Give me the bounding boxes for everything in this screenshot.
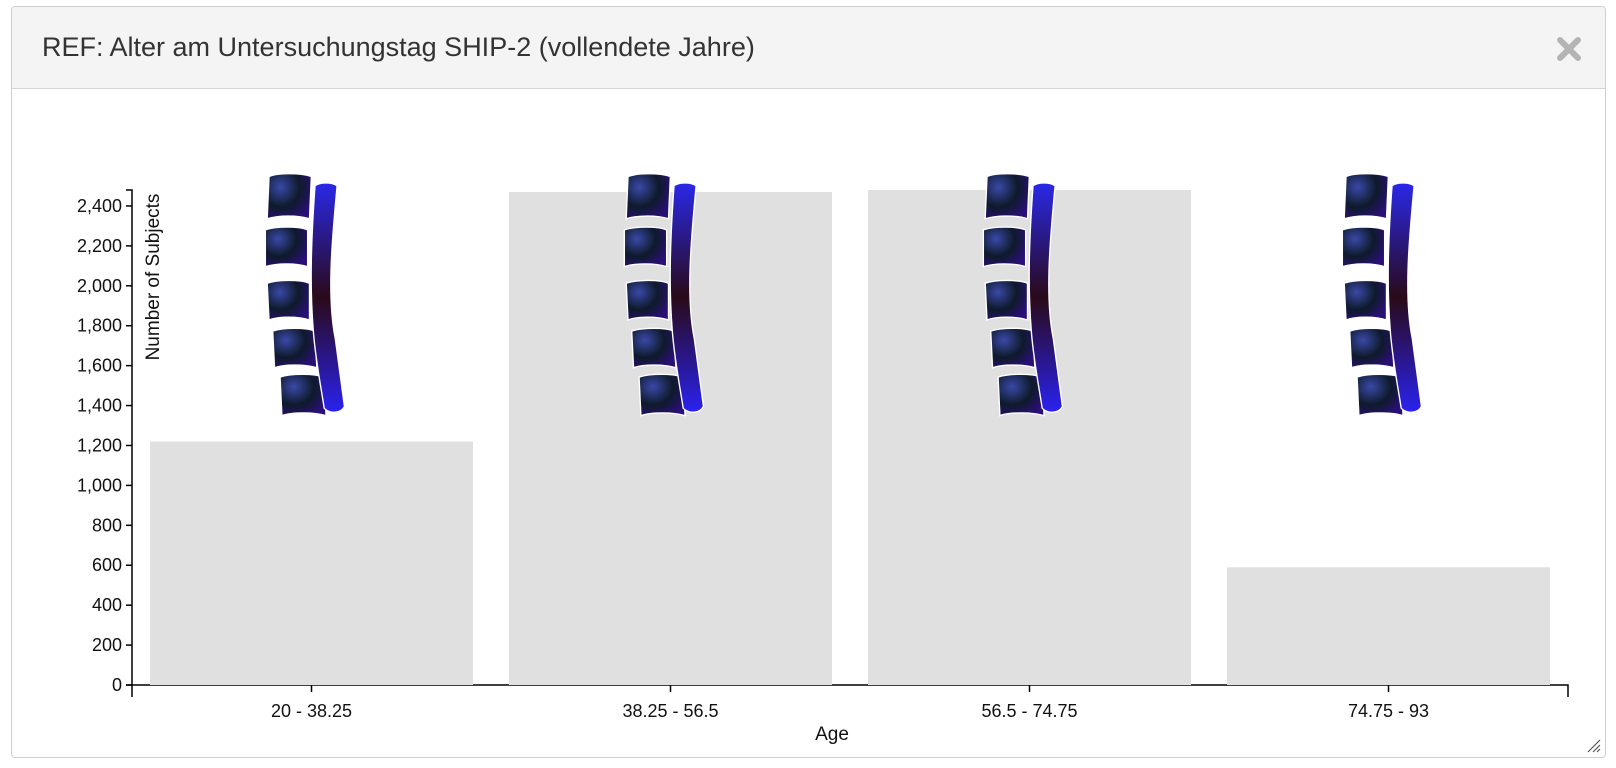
spine-icon: [264, 172, 346, 417]
x-tick-label: 56.5 - 74.75: [981, 701, 1077, 721]
x-axis: 20 - 38.25 38.25 - 56.5 56.5 - 74.75 74.75 …: [131, 684, 1569, 721]
dialog-header: REF: Alter am Untersuchungstag SHIP-2 (v…: [12, 7, 1605, 89]
x-tick-label: 74.75 - 93: [1348, 701, 1429, 721]
y-tick-label: 1,000: [77, 475, 122, 495]
y-axis-line: [126, 189, 133, 686]
dialog-title: REF: Alter am Untersuchungstag SHIP-2 (v…: [42, 32, 755, 62]
y-tick-label: 400: [92, 595, 122, 615]
y-tick-label: 0: [112, 675, 122, 695]
spine-icon: [1341, 172, 1423, 417]
y-tick-label: 2,400: [77, 196, 122, 216]
x-tick-label: 20 - 38.25: [271, 701, 352, 721]
y-tick-label: 2,200: [77, 236, 122, 256]
y-tick-label: 800: [92, 515, 122, 535]
y-tick-label: 1,400: [77, 396, 122, 416]
bar: [149, 441, 474, 685]
y-tick-label: 1,200: [77, 435, 122, 455]
y-axis: 0 200 400 600 800 1,000 1,200 1,400 1,600 1,800 2,…: [77, 189, 133, 695]
y-tick-label: 600: [92, 555, 122, 575]
y-tick-label: 2,000: [77, 276, 122, 296]
bar: [1226, 567, 1551, 685]
y-tick-label: 1,600: [77, 356, 122, 376]
y-axis-label: Number of Subjects: [143, 194, 164, 361]
resize-grip-icon[interactable]: [1585, 737, 1601, 753]
x-tick-label: 38.25 - 56.5: [622, 701, 718, 721]
close-icon[interactable]: [1555, 35, 1583, 63]
x-axis-line: [131, 684, 1569, 697]
y-tick-label: 200: [92, 635, 122, 655]
y-tick-label: 1,800: [77, 316, 122, 336]
x-axis-label: Age: [815, 724, 849, 745]
bars: [149, 190, 1551, 685]
spine-icons: [264, 172, 1423, 417]
